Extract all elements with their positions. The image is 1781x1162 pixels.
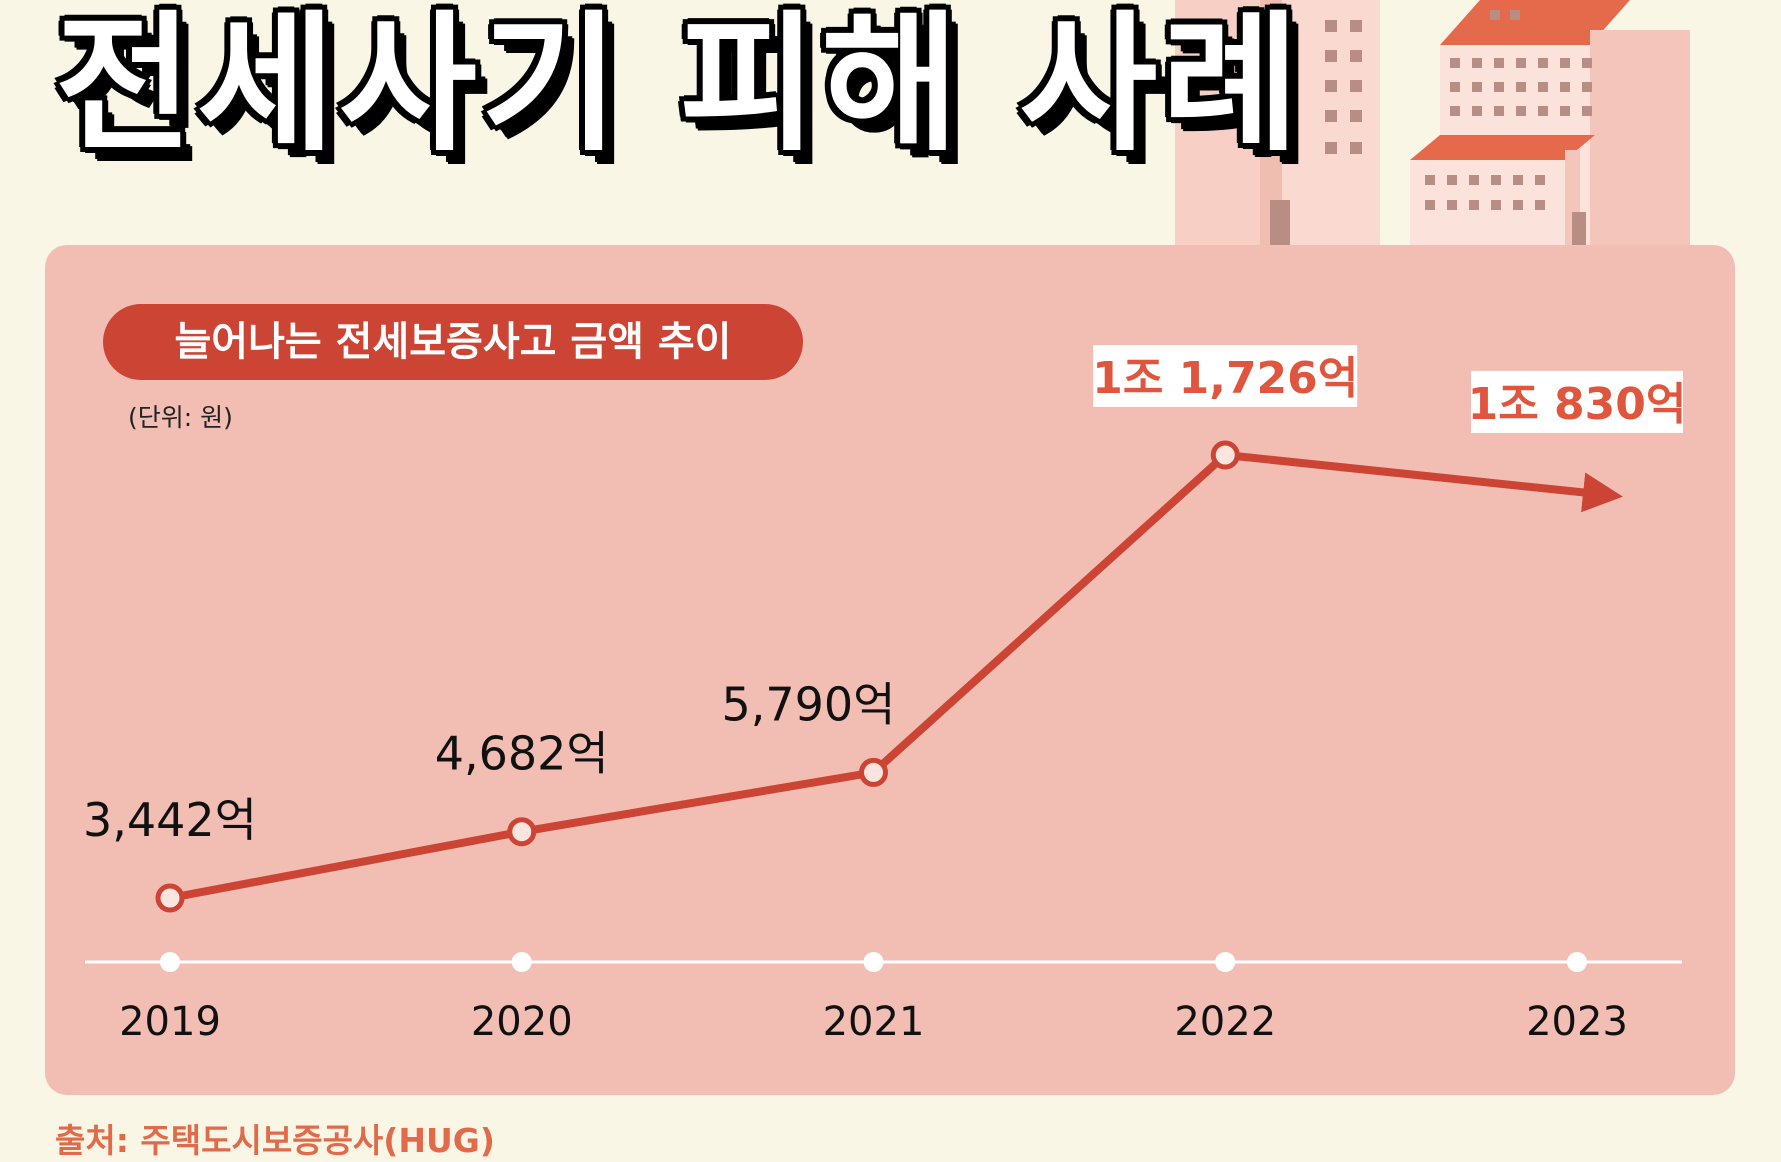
trend-arrow <box>1224 451 1623 513</box>
data-point <box>155 883 185 913</box>
series-line <box>169 452 1228 902</box>
data-label: 5,790억 <box>721 677 895 731</box>
x-tick-dot <box>863 952 884 972</box>
roof-mid <box>1440 0 1630 45</box>
data-label-box <box>1093 345 1358 407</box>
tower-windows <box>1270 20 1362 245</box>
x-tick-dot <box>1215 952 1236 972</box>
roof-front <box>1410 135 1595 160</box>
source-note: 출처: 주택도시보증공사(HUG) <box>55 1121 495 1160</box>
chart-panel <box>45 245 1735 1095</box>
data-label: 1조 830억 <box>1468 379 1687 430</box>
mid-windows <box>1450 10 1592 116</box>
x-tick-label: 2021 <box>823 999 925 1045</box>
chart-subtitle-pill: 늘어나는 전세보증사고 금액 추이 <box>103 304 803 380</box>
data-label: 1조 1,726억 <box>1092 353 1358 404</box>
data-label-box <box>1471 370 1683 433</box>
front-windows <box>1425 175 1586 245</box>
x-tick-label: 2019 <box>119 999 221 1045</box>
building-back <box>1175 0 1260 245</box>
x-tick-label: 2022 <box>1174 999 1276 1045</box>
x-tick-label: 2020 <box>471 999 573 1045</box>
data-point <box>1210 440 1240 470</box>
data-label: 3,442억 <box>83 793 257 847</box>
page-title: 전세사기 피해 사례 <box>55 0 1304 172</box>
buildings-illustration <box>1175 0 1690 245</box>
x-tick-dot <box>1567 952 1587 972</box>
x-tick-dot <box>160 952 180 972</box>
x-tick-dot <box>511 952 532 972</box>
unit-label: (단위: 원) <box>128 403 233 432</box>
data-point <box>859 757 888 787</box>
data-point <box>507 817 537 847</box>
data-label: 4,682억 <box>435 727 609 781</box>
x-tick-label: 2023 <box>1526 999 1628 1045</box>
